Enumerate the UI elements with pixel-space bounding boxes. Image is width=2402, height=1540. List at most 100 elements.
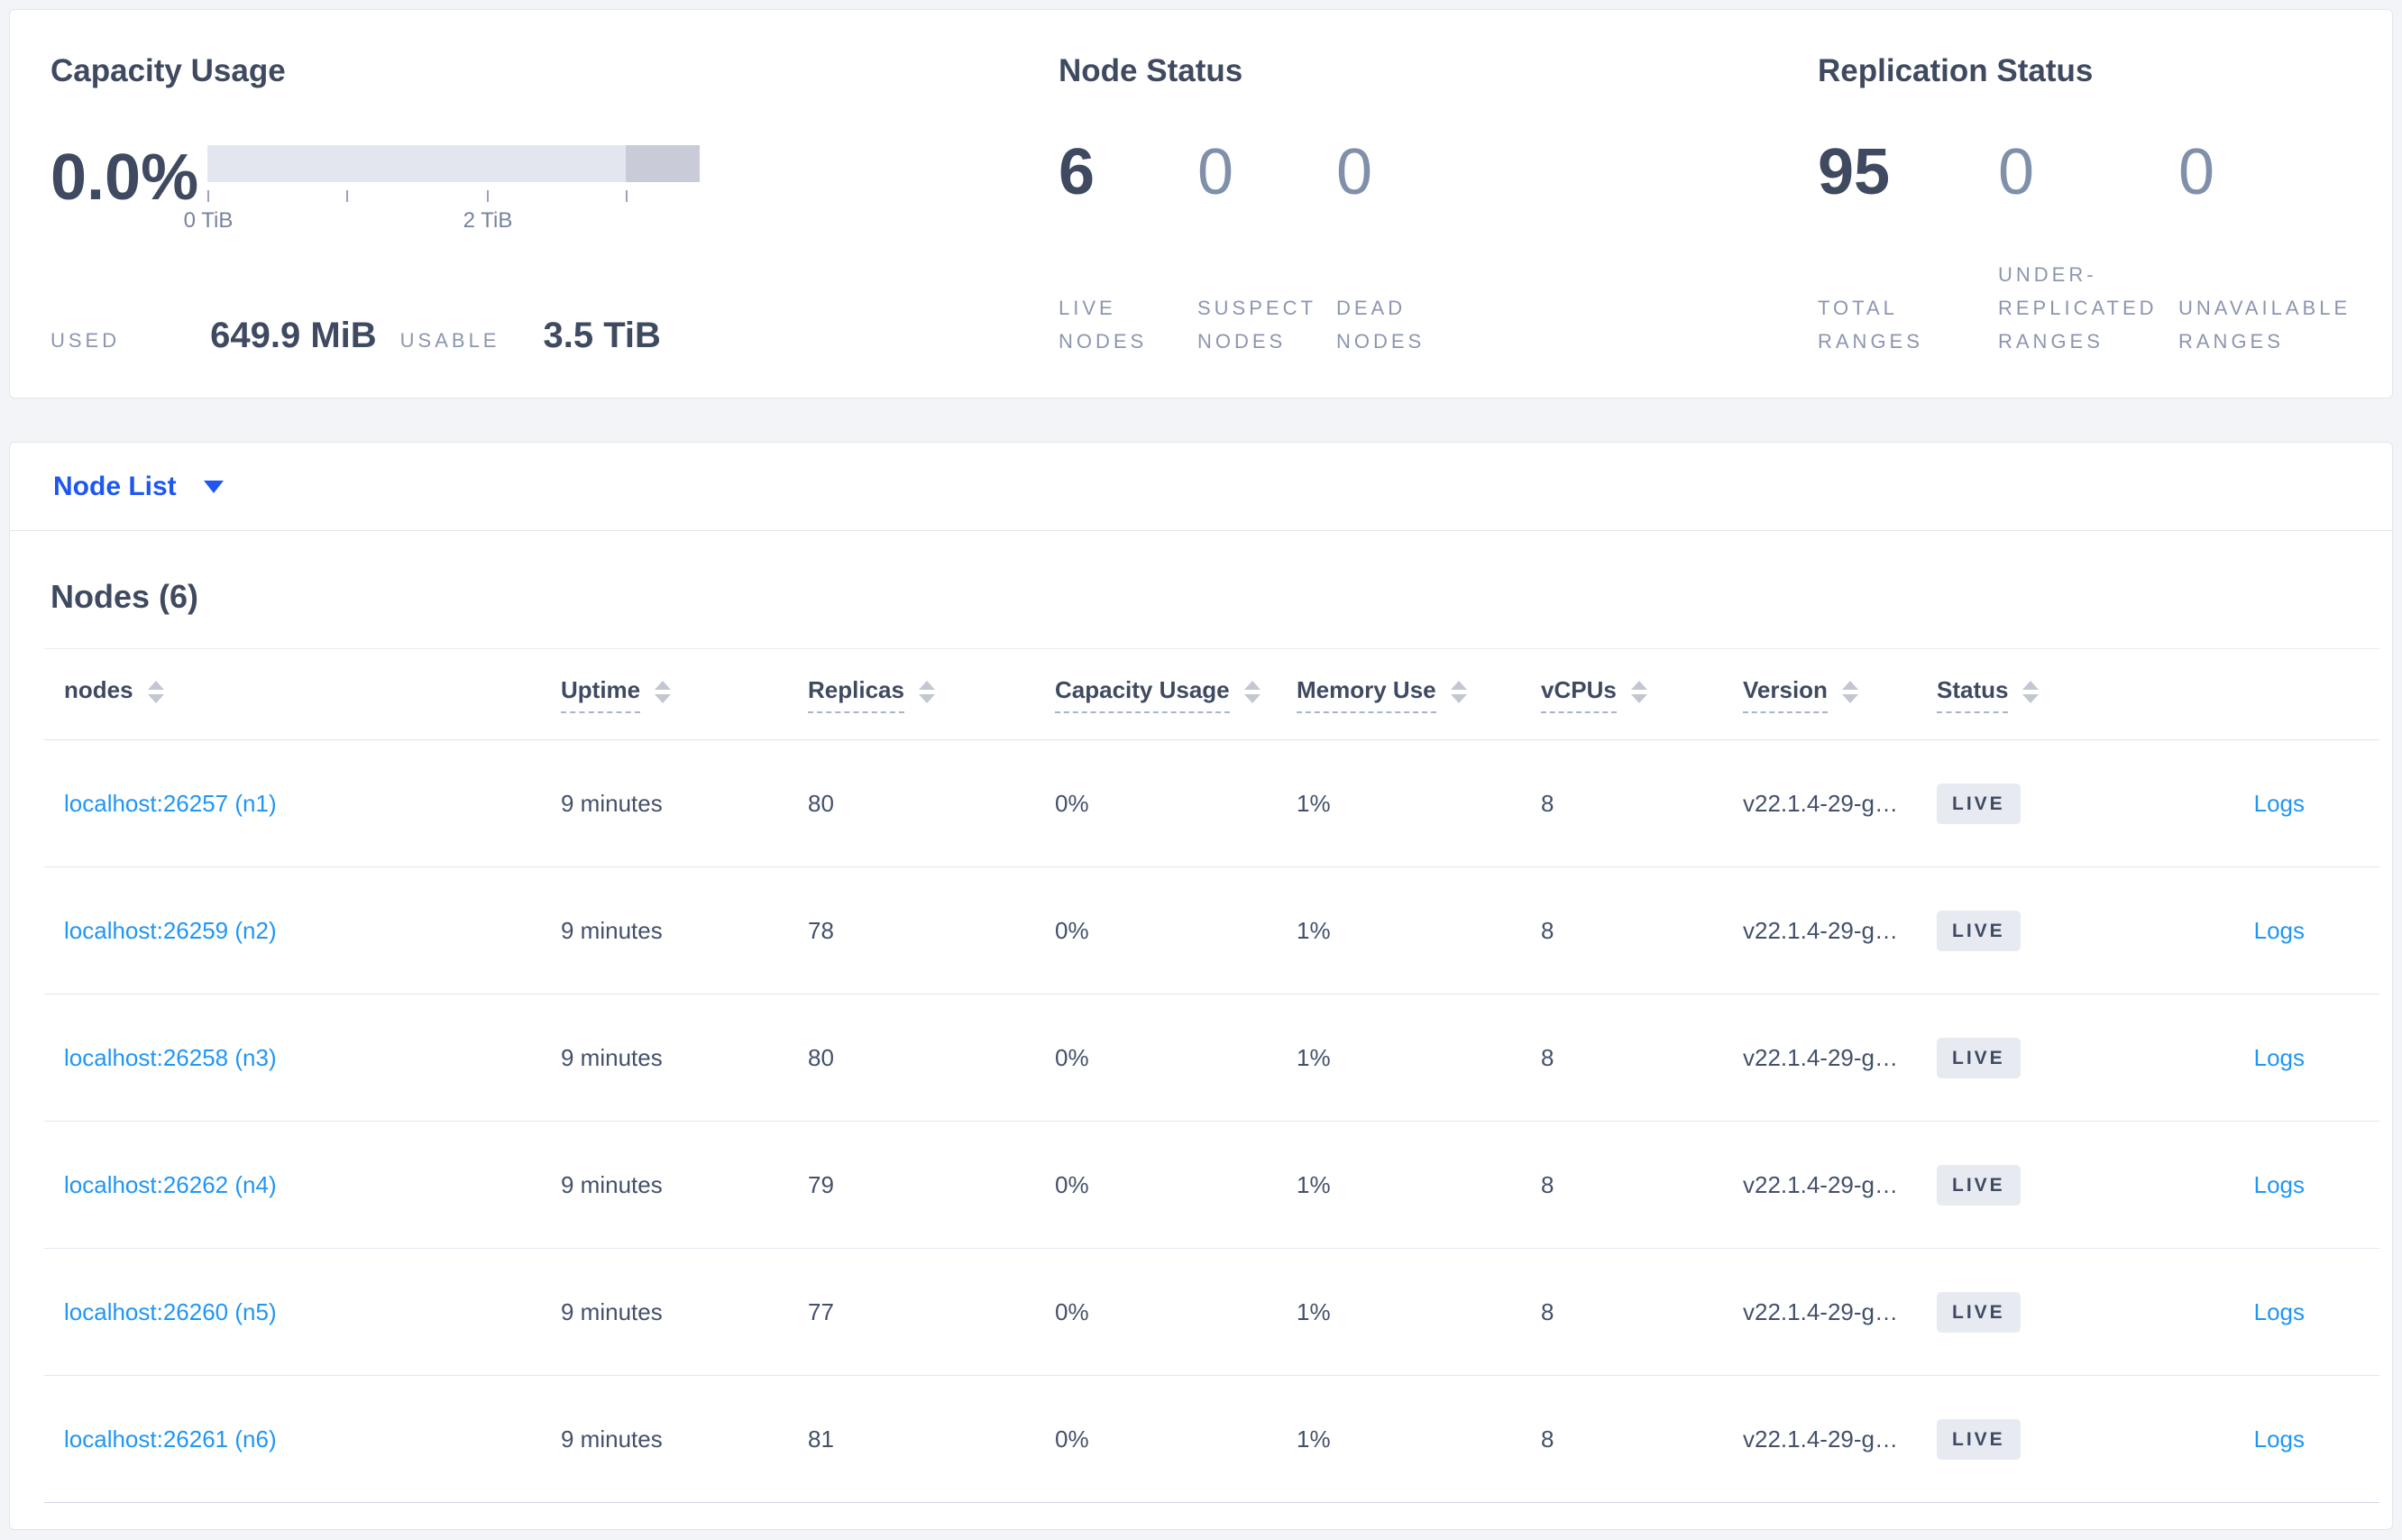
replicas-cell: 77 [808, 1297, 834, 1325]
logs-link[interactable]: Logs [2253, 1170, 2305, 1198]
version-cell: v22.1.4-29-g… [1743, 916, 1898, 944]
node-address-link[interactable]: localhost:26262 (n4) [64, 1170, 277, 1198]
uptime-cell: 9 minutes [561, 1170, 663, 1198]
column-header-nodes[interactable]: nodes [44, 676, 561, 713]
replication-status-card: Replication Status 95 0 0 TOTAL RANGES U… [1795, 10, 2392, 398]
axis-tick-label: 2 TiB [463, 208, 513, 233]
sort-icon [1244, 681, 1261, 703]
used-value: 649.9 MiB [210, 316, 377, 355]
nodes-heading: Nodes (6) [50, 578, 199, 615]
unavailable-ranges-count: 0 [2178, 136, 2215, 208]
replicas-cell: 79 [808, 1170, 834, 1198]
axis-tick [207, 190, 209, 202]
node-status-title: Node Status [1059, 53, 1243, 88]
version-cell: v22.1.4-29-g… [1743, 789, 1898, 817]
logs-link[interactable]: Logs [2253, 1043, 2305, 1071]
view-selector-dropdown[interactable]: Node List [10, 443, 2392, 531]
status-badge: LIVE [1937, 1291, 2021, 1333]
column-header-memory-use[interactable]: Memory Use [1297, 676, 1541, 713]
sort-icon [655, 681, 671, 703]
total-ranges-label: TOTAL RANGES [1818, 297, 1923, 353]
capacity-usage-title: Capacity Usage [50, 53, 286, 88]
chevron-down-icon [203, 480, 224, 493]
node-status-card: Node Status 6 0 0 LIVE NODES SUSPECT NOD… [1038, 10, 1795, 398]
total-ranges-count: 95 [1818, 136, 1891, 208]
capacity-bar-overflow-segment [626, 145, 700, 182]
column-header-version[interactable]: Version [1743, 676, 1937, 713]
node-address-link[interactable]: localhost:26260 (n5) [64, 1297, 277, 1325]
replicas-cell: 78 [808, 916, 834, 944]
sort-icon [148, 681, 164, 703]
node-list-panel: Node List Nodes (6) nodes Uptime Replica… [9, 442, 2393, 1530]
replicas-cell: 80 [808, 789, 834, 817]
suspect-nodes-label: SUSPECT NODES [1197, 297, 1316, 353]
vcpus-cell: 8 [1541, 789, 1554, 817]
axis-tick [626, 190, 628, 202]
table-row: localhost:26260 (n5) 9 minutes 77 0% 1% … [44, 1249, 2379, 1376]
column-header-vcpus[interactable]: vCPUs [1541, 676, 1743, 713]
version-cell: v22.1.4-29-g… [1743, 1043, 1898, 1071]
memory-use-cell: 1% [1297, 1170, 1331, 1198]
capacity-bar-chart: 0 TiB 2 TiB [184, 143, 700, 233]
view-selector-label: Node List [53, 471, 177, 501]
suspect-nodes-count: 0 [1197, 136, 1234, 208]
capacity-usage-cell: 0% [1055, 1425, 1089, 1453]
used-label: USED [50, 329, 121, 352]
memory-use-cell: 1% [1297, 789, 1331, 817]
capacity-usage-cell: 0% [1055, 1297, 1089, 1325]
uptime-cell: 9 minutes [561, 789, 663, 817]
capacity-bar-usable-segment [207, 145, 627, 182]
column-header-uptime[interactable]: Uptime [561, 676, 808, 713]
under-replicated-ranges-count: 0 [1998, 136, 2035, 208]
column-header-capacity-usage[interactable]: Capacity Usage [1055, 676, 1297, 713]
sort-icon [919, 681, 935, 703]
live-nodes-count: 6 [1059, 136, 1096, 208]
capacity-stats-row: USED 649.9 MiB USABLE 3.5 TiB [50, 316, 1038, 398]
nodes-table-body: localhost:26257 (n1) 9 minutes 80 0% 1% … [44, 740, 2379, 1503]
uptime-cell: 9 minutes [561, 916, 663, 944]
dead-nodes-label: DEAD NODES [1336, 297, 1426, 353]
version-cell: v22.1.4-29-g… [1743, 1425, 1898, 1453]
nodes-table-header: nodes Uptime Replicas Capacity Usage Mem… [44, 648, 2379, 740]
live-nodes-label: LIVE NODES [1059, 297, 1148, 353]
node-address-link[interactable]: localhost:26261 (n6) [64, 1425, 277, 1453]
replication-status-title: Replication Status [1818, 53, 2094, 88]
node-address-link[interactable]: localhost:26258 (n3) [64, 1043, 277, 1071]
uptime-cell: 9 minutes [561, 1425, 663, 1453]
status-badge: LIVE [1937, 1418, 2021, 1460]
sort-icon [1842, 681, 1858, 703]
logs-link[interactable]: Logs [2253, 916, 2305, 944]
under-replicated-ranges-label: UNDER- REPLICATED RANGES [1998, 263, 2158, 353]
version-cell: v22.1.4-29-g… [1743, 1297, 1898, 1325]
axis-tick-label: 0 TiB [183, 208, 234, 233]
unavailable-ranges-label: UNAVAILABLE RANGES [2178, 297, 2352, 353]
memory-use-cell: 1% [1297, 1043, 1331, 1071]
vcpus-cell: 8 [1541, 1043, 1554, 1071]
logs-link[interactable]: Logs [2253, 789, 2305, 817]
capacity-usage-cell: 0% [1055, 789, 1089, 817]
status-badge: LIVE [1937, 783, 2021, 824]
version-cell: v22.1.4-29-g… [1743, 1170, 1898, 1198]
table-row: localhost:26257 (n1) 9 minutes 80 0% 1% … [44, 740, 2379, 867]
node-address-link[interactable]: localhost:26257 (n1) [64, 789, 277, 817]
table-row: localhost:26261 (n6) 9 minutes 81 0% 1% … [44, 1376, 2379, 1503]
capacity-usage-cell: 0% [1055, 916, 1089, 944]
vcpus-cell: 8 [1541, 1170, 1554, 1198]
status-badge: LIVE [1937, 1037, 2021, 1078]
column-header-replicas[interactable]: Replicas [808, 676, 1055, 713]
replicas-cell: 80 [808, 1043, 834, 1071]
column-header-status[interactable]: Status [1937, 676, 2169, 713]
vcpus-cell: 8 [1541, 1297, 1554, 1325]
axis-tick [487, 190, 489, 202]
logs-link[interactable]: Logs [2253, 1425, 2305, 1453]
node-status-labels: LIVE NODES SUSPECT NODES DEAD NODES [1059, 291, 1795, 398]
status-badge: LIVE [1937, 910, 2021, 951]
replication-labels: TOTAL RANGES UNDER- REPLICATED RANGES UN… [1818, 258, 2392, 398]
cluster-summary-panel: Capacity Usage 0.0% 0 TiB 2 TiB USED 649… [9, 9, 2393, 399]
table-row: localhost:26258 (n3) 9 minutes 80 0% 1% … [44, 995, 2379, 1122]
capacity-usage-card: Capacity Usage 0.0% 0 TiB 2 TiB USED 649… [10, 10, 1038, 398]
node-address-link[interactable]: localhost:26259 (n2) [64, 916, 277, 944]
usable-label: USABLE [399, 329, 500, 352]
logs-link[interactable]: Logs [2253, 1297, 2305, 1325]
status-badge: LIVE [1937, 1164, 2021, 1205]
